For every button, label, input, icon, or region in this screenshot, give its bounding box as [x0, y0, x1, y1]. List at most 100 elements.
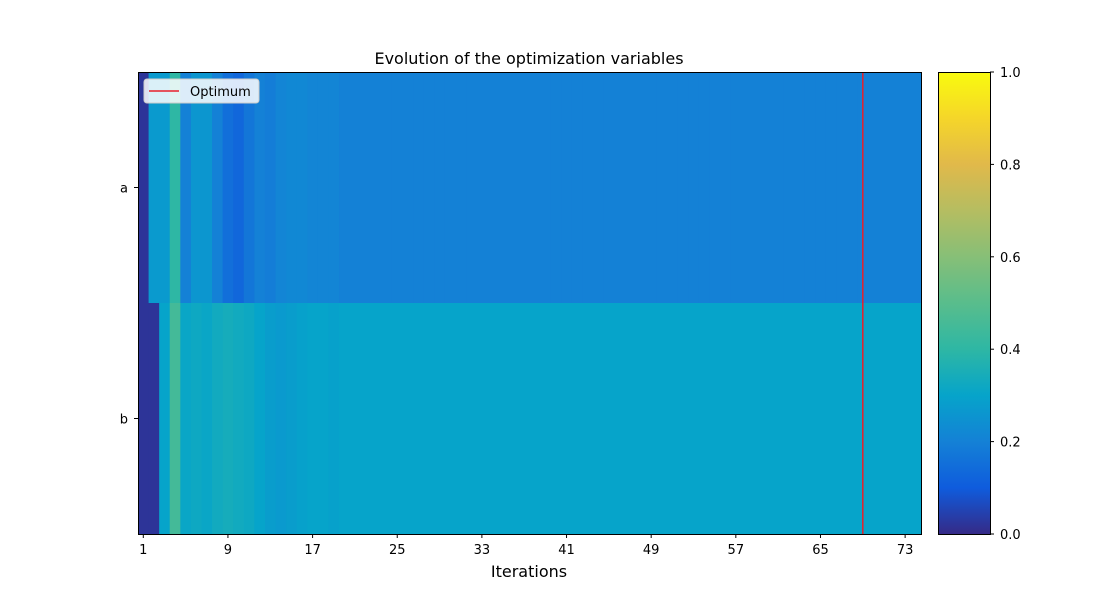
heatmap-cell-b-17 — [307, 303, 319, 534]
heatmap-cell-a-46 — [614, 72, 626, 303]
heatmap-cell-a-5 — [180, 72, 192, 303]
heatmap-cell-b-31 — [455, 303, 467, 534]
x-tick-label-41: 41 — [558, 543, 575, 558]
heatmap-cell-b-46 — [614, 303, 626, 534]
heatmap-cell-b-58 — [741, 303, 753, 534]
heatmap-cell-a-19 — [328, 72, 340, 303]
heatmap-cell-a-55 — [709, 72, 721, 303]
heatmap-cell-a-57 — [730, 72, 742, 303]
heatmap-cell-a-63 — [794, 72, 806, 303]
heatmap-cell-a-41 — [561, 72, 573, 303]
heatmap-cell-a-6 — [190, 72, 203, 303]
heatmap-cell-b-66 — [825, 303, 837, 534]
heatmap-cell-b-70 — [868, 303, 880, 534]
heatmap-cell-a-12 — [254, 72, 266, 303]
heatmap-cell-a-68 — [846, 72, 859, 303]
heatmap-cell-a-30 — [444, 72, 457, 303]
heatmap-cell-b-28 — [423, 303, 435, 534]
heatmap-cell-b-16 — [296, 303, 308, 534]
heatmap-cell-b-41 — [561, 303, 573, 534]
heatmap-cell-b-44 — [592, 303, 605, 534]
heatmap-cell-b-14 — [275, 303, 287, 534]
heatmap-cell-b-35 — [497, 303, 509, 534]
heatmap-cell-b-73 — [899, 303, 912, 534]
heatmap-cell-a-1 — [138, 72, 150, 303]
heatmap-cell-a-8 — [212, 72, 224, 303]
heatmap-cell-a-52 — [677, 72, 689, 303]
heatmap-cell-a-49 — [645, 72, 658, 303]
heatmap-cell-b-62 — [783, 303, 795, 534]
heatmap-cell-a-40 — [550, 72, 562, 303]
heatmap-cell-b-3 — [159, 303, 171, 534]
heatmap-cell-a-65 — [815, 72, 827, 303]
heatmap-cell-a-4 — [169, 72, 181, 303]
heatmap-cell-b-40 — [550, 303, 562, 534]
heatmap-cell-a-39 — [540, 72, 552, 303]
legend-box — [143, 78, 260, 104]
heatmap-cell-a-60 — [762, 72, 774, 303]
heatmap-cell-b-39 — [540, 303, 552, 534]
heatmap-cell-a-59 — [751, 72, 763, 303]
heatmap-cell-a-14 — [275, 72, 287, 303]
colorbar-ticks: 0.0 0.2 0.4 0.6 0.8 1.0 — [990, 66, 1021, 543]
row-label-a: a — [120, 182, 128, 197]
heatmap-cell-b-5 — [180, 303, 192, 534]
heatmap-cell-a-26 — [402, 72, 414, 303]
heatmap-cell-b-68 — [846, 303, 859, 534]
heatmap-cell-b-30 — [444, 303, 457, 534]
heatmap-cell-b-42 — [571, 303, 584, 534]
heatmap-cell-a-50 — [656, 72, 668, 303]
heatmap-cell-b-72 — [889, 303, 901, 534]
heatmap-cell-a-29 — [434, 72, 446, 303]
heatmap-cell-a-21 — [349, 72, 361, 303]
chart-title: Evolution of the optimization variables — [374, 49, 683, 68]
x-tick-label-1: 1 — [139, 543, 147, 558]
heatmap-cell-a-32 — [466, 72, 478, 303]
heatmap-cell-a-17 — [307, 72, 319, 303]
heatmap-cell-a-31 — [455, 72, 467, 303]
heatmap-cell-b-53 — [688, 303, 700, 534]
heatmap-cell-a-27 — [413, 72, 425, 303]
heatmap-cell-a-72 — [889, 72, 901, 303]
heatmap-cell-b-43 — [582, 303, 594, 534]
heatmap-cell-b-50 — [656, 303, 668, 534]
x-axis-label: Iterations — [491, 562, 567, 581]
heatmap-cell-b-57 — [730, 303, 742, 534]
row-label-b: b — [120, 413, 128, 428]
heatmap-cell-b-10 — [233, 303, 245, 534]
x-tick-label-73: 73 — [897, 543, 914, 558]
row-labels: ab — [120, 182, 138, 428]
heatmap-cell-a-64 — [804, 72, 816, 303]
heatmap-cell-a-24 — [381, 72, 393, 303]
colorbar-tick-label-1.0: 1.0 — [1000, 66, 1021, 81]
heatmap-cell-a-7 — [201, 72, 213, 303]
x-axis-ticks: 1 9 17 25 33 41 49 57 65 73 — [139, 534, 913, 558]
heatmap-cell-b-6 — [190, 303, 203, 534]
heatmap-cell-b-51 — [667, 303, 679, 534]
heatmap-cell-a-9 — [222, 72, 234, 303]
heatmap-cell-b-67 — [836, 303, 848, 534]
heatmap-cell-b-37 — [518, 303, 531, 534]
colorbar — [938, 72, 990, 534]
heatmap-cell-b-29 — [434, 303, 446, 534]
heatmap-cell-a-36 — [508, 72, 520, 303]
heatmap-cell-b-36 — [508, 303, 520, 534]
heatmap-cell-b-8 — [212, 303, 224, 534]
heatmap-cell-a-62 — [783, 72, 795, 303]
heatmap-cell-a-33 — [476, 72, 488, 303]
heatmap-cell-b-27 — [413, 303, 425, 534]
heatmap-cell-b-25 — [391, 303, 404, 534]
heatmap-cell-a-66 — [825, 72, 837, 303]
heatmap-cell-a-28 — [423, 72, 435, 303]
heatmap-cell-b-12 — [254, 303, 266, 534]
colorbar-frame — [938, 72, 991, 535]
heatmap-cell-a-58 — [741, 72, 753, 303]
heatmap-cell-a-20 — [339, 72, 351, 303]
x-tick-label-17: 17 — [304, 543, 321, 558]
heatmap-cell-b-48 — [635, 303, 647, 534]
heatmap-cell-b-71 — [878, 303, 890, 534]
colorbar-tick-label-0.0: 0.0 — [1000, 528, 1021, 543]
heatmap-cell-a-25 — [391, 72, 404, 303]
heatmap-cell-a-23 — [370, 72, 382, 303]
